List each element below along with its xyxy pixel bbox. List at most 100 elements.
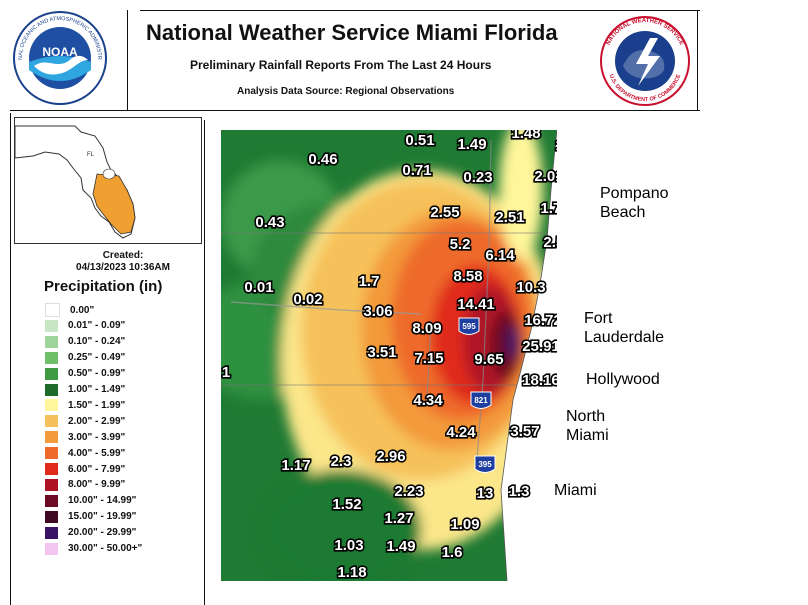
noaa-logo: NOAA NATIONAL OCEANIC AND ATMOSPHERIC AD…	[10, 6, 108, 106]
legend-swatch	[45, 526, 58, 539]
page-subtitle: Preliminary Rainfall Reports From The La…	[190, 58, 492, 72]
city-label-hollywood: Hollywood	[586, 371, 660, 388]
rainfall-report-label: 2.51	[495, 209, 524, 226]
rainfall-report-label: 2.3	[331, 453, 352, 470]
legend-item: 20.00" - 29.99"	[45, 526, 136, 540]
created-label: Created:	[102, 250, 144, 261]
legend-swatch	[45, 415, 58, 428]
rainfall-report-label: 0.71	[402, 162, 431, 179]
rainfall-report-label: 6.14	[485, 247, 515, 264]
rainfall-report-label: 0.51	[405, 132, 434, 149]
legend-item: 0.00"	[45, 303, 94, 317]
legend-swatch	[45, 367, 58, 380]
svg-text:821: 821	[474, 396, 488, 405]
rainfall-report-label: 1.3	[509, 483, 530, 500]
legend-item: 15.00" - 19.99"	[45, 510, 136, 524]
legend-item: 6.00" - 7.99"	[45, 462, 125, 476]
rainfall-report-label: 1.18	[337, 564, 366, 581]
top-divider	[10, 110, 700, 111]
rainfall-report-label: 1	[222, 364, 230, 381]
rainfall-report-label: 1.27	[384, 510, 413, 527]
legend-item: 30.00" - 50.00+"	[45, 542, 142, 556]
rainfall-report-label: 0.01	[244, 279, 273, 296]
rainfall-report-label: 8.58	[453, 268, 482, 285]
legend-label: 20.00" - 29.99"	[68, 527, 137, 539]
rainfall-report-label: 7.15	[414, 350, 443, 367]
legend-swatch	[45, 478, 58, 491]
legend-label: 0.00"	[70, 304, 95, 316]
page-title: National Weather Service Miami Florida	[146, 20, 558, 45]
inset-locator-map: FL	[14, 117, 202, 244]
legend-label: 3.00" - 3.99"	[68, 431, 126, 443]
nws-logo: NATIONAL WEATHER SERVICE U.S. DEPARTMENT…	[598, 14, 692, 108]
legend-label: 0.50" - 0.99"	[68, 368, 126, 380]
rainfall-report-label: 2.96	[376, 448, 405, 465]
rainfall-report-label: 10.3	[516, 279, 545, 296]
rainfall-report-label: 2.23	[394, 483, 423, 500]
rainfall-report-label: 0.23	[463, 169, 492, 186]
legend-swatch	[45, 351, 58, 364]
highway-shield-395: 395	[474, 455, 496, 473]
legend-swatch	[45, 319, 58, 332]
rainfall-report-label: 3.51	[367, 344, 396, 361]
rainfall-report-label: 3.06	[363, 303, 392, 320]
legend-swatch	[45, 447, 58, 460]
rainfall-map: 595 821 395 0.51 1.49 1.48 1.55 0.46 0.71 0.23…	[220, 123, 586, 582]
rainfall-report-label: 4.24	[446, 424, 476, 441]
highway-shield-595: 595	[458, 317, 480, 335]
rainfall-report-label: 1.55	[555, 137, 557, 154]
rainfall-report-label: 8.09	[412, 320, 441, 337]
legend-swatch	[45, 494, 58, 507]
map-panel-border	[204, 120, 205, 605]
rainfall-report-label: 3.57	[510, 423, 539, 440]
legend-title: Precipitation (in)	[44, 278, 163, 295]
rainfall-report-label: 0.02	[293, 291, 322, 308]
inset-state-label: FL	[87, 152, 95, 158]
header-right-border	[697, 10, 698, 110]
city-label-miami: Miami	[554, 482, 597, 499]
rainfall-report-label: 13	[477, 485, 494, 502]
legend-label: 0.25" - 0.49"	[68, 352, 126, 364]
rainfall-report-label: 0.46	[308, 151, 337, 168]
rainfall-report-label: 9.65	[474, 351, 503, 368]
rainfall-report-label: 1.6	[442, 544, 463, 561]
legend-item: 0.01" - 0.09"	[45, 319, 125, 333]
legend-swatch	[45, 399, 58, 412]
rainfall-report-label: 2.53	[543, 234, 557, 251]
data-source: Analysis Data Source: Regional Observati…	[237, 86, 455, 97]
svg-text:395: 395	[478, 460, 492, 469]
header-top-border	[140, 10, 700, 11]
rainfall-report-label: 2.55	[430, 204, 459, 221]
legend-swatch	[45, 303, 60, 317]
legend-label: 1.50" - 1.99"	[68, 399, 126, 411]
rainfall-report-label: 18.16	[522, 372, 557, 389]
legend-item: 3.00" - 3.99"	[45, 430, 125, 444]
legend-label: 15.00" - 19.99"	[68, 511, 137, 523]
city-label-pompano-beach: Pompano Beach	[600, 185, 669, 221]
legend-swatch	[45, 431, 58, 444]
legend-item: 0.25" - 0.49"	[45, 351, 125, 365]
rainfall-report-label: 14.41	[457, 296, 495, 313]
highway-shield-821: 821	[470, 391, 492, 409]
legend-label: 0.10" - 0.24"	[68, 336, 126, 348]
noaa-logo-text: NOAA	[42, 45, 78, 59]
city-label-north-miami: North Miami	[566, 408, 609, 444]
rainfall-report-label: 1.03	[334, 537, 363, 554]
header-left-border	[127, 10, 128, 110]
rainfall-report-label: 5.2	[450, 236, 471, 253]
rainfall-report-label: 2.01	[534, 168, 557, 185]
rainfall-report-label: 25.91	[522, 338, 557, 355]
legend-item: 8.00" - 9.99"	[45, 478, 125, 492]
legend-swatch	[45, 510, 58, 523]
rainfall-report-label: 1.7	[359, 273, 380, 290]
legend-swatch	[45, 463, 58, 475]
legend-label: 10.00" - 14.99"	[68, 495, 137, 507]
legend-swatch	[45, 542, 58, 555]
rainfall-report-label: 1.09	[450, 516, 479, 533]
created-stamp: Created: 04/13/2023 10:36AM	[48, 250, 198, 274]
rainfall-report-label: 0.43	[255, 214, 284, 231]
created-timestamp: 04/13/2023 10:36AM	[76, 262, 170, 273]
legend-label: 2.00" - 2.99"	[68, 415, 126, 427]
legend-label: 6.00" - 7.99"	[68, 463, 126, 475]
legend-swatch	[45, 335, 58, 348]
